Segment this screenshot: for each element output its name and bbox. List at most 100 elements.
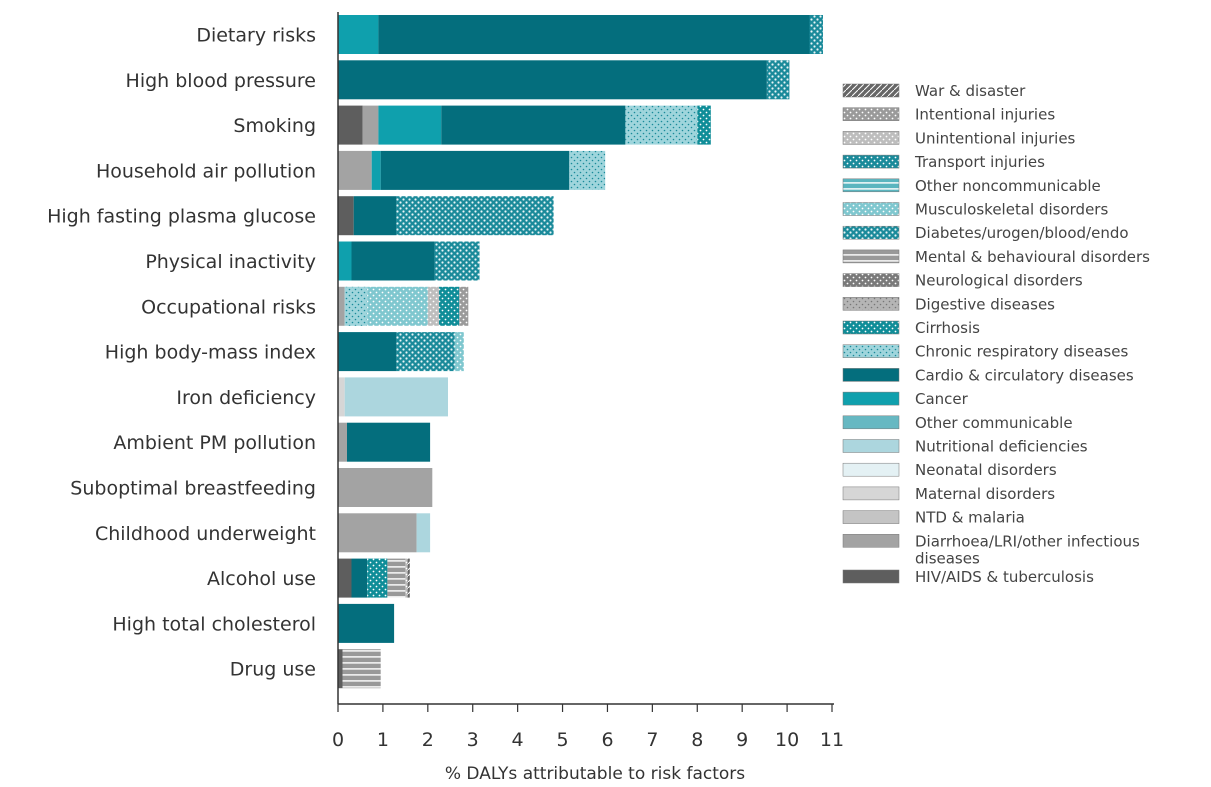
x-tick-label: 1 (377, 729, 389, 751)
bar-segment-occupational-risks-diarrhoea (338, 286, 345, 326)
bar-segment-iron-deficiency-maternal (338, 377, 345, 417)
x-axis: 0 1 2 3 4 5 6 7 8 9 10 11 % DALYs attributable to r… (332, 12, 844, 784)
category-label-ambient-pm-pollution: Ambient PM pollution (113, 432, 316, 454)
bar-segment-physical-inactivity-cardio (351, 241, 435, 281)
legend-item-diarrhoea: Diarrhoea/LRI/other infectious diseases (842, 532, 1140, 567)
x-tick-label: 7 (646, 729, 658, 751)
x-tick-label: 0 (332, 729, 344, 751)
bar-segment-drug-use-mental (342, 649, 381, 689)
bar-segment-childhood-underweight-nutritional (416, 513, 431, 553)
legend-label: Cardio & circulatory diseases (915, 366, 1134, 384)
bar-segment-occupational-risks-cirrhosis (439, 286, 460, 326)
legend-item-nutritional: Nutritional deficiencies (842, 438, 1088, 456)
bar-segment-dietary-risks-diabetes (809, 15, 823, 54)
category-label-smoking: Smoking (233, 115, 316, 137)
bar-segment-alcohol-use-mental (387, 558, 406, 598)
legend-swatch (842, 439, 900, 453)
legend-swatch (842, 225, 900, 240)
x-axis-label: % DALYs attributable to risk factors (445, 764, 745, 784)
category-label-physical-inactivity: Physical inactivity (145, 251, 316, 273)
legend-item-diabetes: Diabetes/urogen/blood/endo (842, 224, 1129, 242)
bar-segment-occupational-risks-intentional (459, 286, 469, 326)
bar-segment-smoking-cirrhosis (697, 105, 711, 145)
bar-segment-high-body-mass-index-diabetes (396, 332, 455, 372)
category-label-childhood-underweight: Childhood underweight (95, 523, 316, 545)
category-label-alcohol-use: Alcohol use (207, 568, 316, 590)
legend-item-war: War & disaster (842, 82, 1026, 100)
legend-item-maternal: Maternal disorders (842, 485, 1055, 503)
bar-segment-alcohol-use-war (407, 558, 410, 598)
legend-swatch (842, 462, 900, 477)
legend-item-unintentional: Unintentional injuries (842, 129, 1076, 147)
bar-segment-dietary-risks-cancer (338, 15, 379, 54)
bar-segment-occupational-risks-unintentional (427, 286, 439, 326)
legend-item-other_ncd: Other noncommunicable (842, 177, 1101, 195)
x-tick-label: 4 (512, 729, 524, 751)
category-label-high-total-cholesterol: High total cholesterol (112, 613, 316, 635)
legend-label: Diabetes/urogen/blood/endo (915, 224, 1129, 242)
legend-item-transport: Transport injuries (842, 153, 1045, 171)
bar-segment-high-total-cholesterol-cardio (338, 603, 395, 643)
category-label-high-blood-pressure: High blood pressure (126, 70, 316, 92)
legend-label: Other communicable (915, 414, 1073, 432)
legend-label: Maternal disorders (915, 485, 1055, 503)
legend-label: Diarrhoea/LRI/other infectious diseases (915, 532, 1140, 567)
legend-label: Intentional injuries (915, 106, 1055, 124)
legend-swatch (842, 320, 900, 335)
legend-swatch (842, 83, 900, 98)
x-tick-label: 3 (467, 729, 479, 751)
legend-item-neonatal: Neonatal disorders (842, 461, 1057, 479)
legend-label: Neurological disorders (915, 272, 1083, 290)
bar-segment-smoking-hiv (338, 105, 363, 145)
legend-item-chronic_resp: Chronic respiratory diseases (842, 343, 1128, 361)
bar-segment-high-fasting-plasma-glucose-diabetes (396, 196, 554, 236)
legend-label: HIV/AIDS & tuberculosis (915, 568, 1094, 586)
x-tick-label: 11 (820, 729, 844, 751)
category-label-iron-deficiency: Iron deficiency (176, 387, 316, 409)
category-label-high-body-mass-index: High body-mass index (105, 342, 316, 364)
legend-label: War & disaster (915, 82, 1026, 100)
x-tick-label: 8 (691, 729, 703, 751)
bar-segment-occupational-risks-chronic_resp (344, 286, 368, 326)
legend-swatch (842, 368, 900, 382)
bar-segment-high-fasting-plasma-glucose-hiv (338, 196, 354, 236)
legend-item-cancer: Cancer (842, 390, 969, 408)
bar-segment-drug-use-hiv (338, 649, 343, 689)
bar-segment-suboptimal-breastfeeding-diarrhoea (338, 468, 433, 507)
bar-segment-dietary-risks-cardio (378, 15, 810, 54)
legend-label: NTD & malaria (915, 509, 1025, 527)
x-tick-label: 5 (556, 729, 568, 751)
bar-segment-household-air-pollution-cardio (380, 150, 570, 190)
legend-swatch (842, 510, 900, 524)
bar-segment-alcohol-use-unintentional (405, 558, 408, 598)
legend: War & disaster Intentional injuries Uninte… (842, 82, 1150, 586)
legend-swatch (842, 249, 900, 264)
legend-label: Other noncommunicable (915, 177, 1101, 195)
x-ticks: 0 1 2 3 4 5 6 7 8 9 10 11 (332, 704, 844, 751)
bars-layer (338, 15, 823, 689)
legend-label: Unintentional injuries (915, 129, 1076, 147)
legend-swatch (842, 107, 900, 121)
legend-item-neuro: Neurological disorders (842, 272, 1083, 290)
legend-label: Digestive diseases (915, 295, 1055, 313)
category-label-dietary-risks: Dietary risks (196, 25, 316, 47)
legend-item-cirrhosis: Cirrhosis (842, 319, 980, 337)
bar-segment-high-fasting-plasma-glucose-cardio (353, 196, 397, 236)
bar-segment-ambient-pm-pollution-diarrhoea (338, 422, 347, 462)
legend-swatch (842, 131, 900, 145)
legend-swatch (842, 344, 900, 358)
legend-item-digestive: Digestive diseases (842, 295, 1055, 313)
bar-segment-smoking-cancer (378, 105, 442, 145)
x-tick-label: 6 (601, 729, 613, 751)
bar-segment-household-air-pollution-chronic_resp (569, 150, 606, 190)
legend-item-musculo: Musculoskeletal disorders (842, 201, 1108, 219)
legend-label: Cancer (915, 390, 969, 408)
legend-swatch (842, 202, 900, 216)
legend-item-intentional: Intentional injuries (842, 106, 1055, 124)
x-tick-label: 2 (422, 729, 434, 751)
category-label-drug-use: Drug use (230, 659, 316, 681)
bar-segment-smoking-chronic_resp (625, 105, 698, 145)
legend-label: Cirrhosis (915, 319, 980, 337)
legend-swatch (842, 415, 900, 430)
